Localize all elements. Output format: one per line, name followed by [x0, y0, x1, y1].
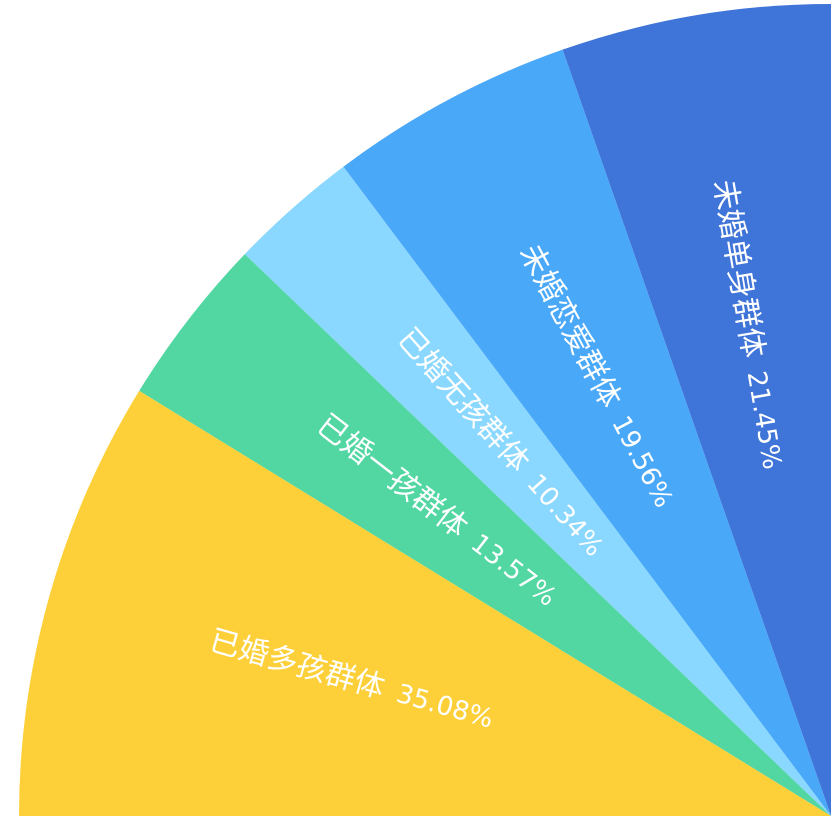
pie-slice: [139, 254, 831, 816]
pie-slice: [18, 390, 831, 816]
pie-slice: [343, 49, 831, 816]
pie-slice: [562, 4, 831, 816]
pie-slice: [244, 166, 831, 816]
